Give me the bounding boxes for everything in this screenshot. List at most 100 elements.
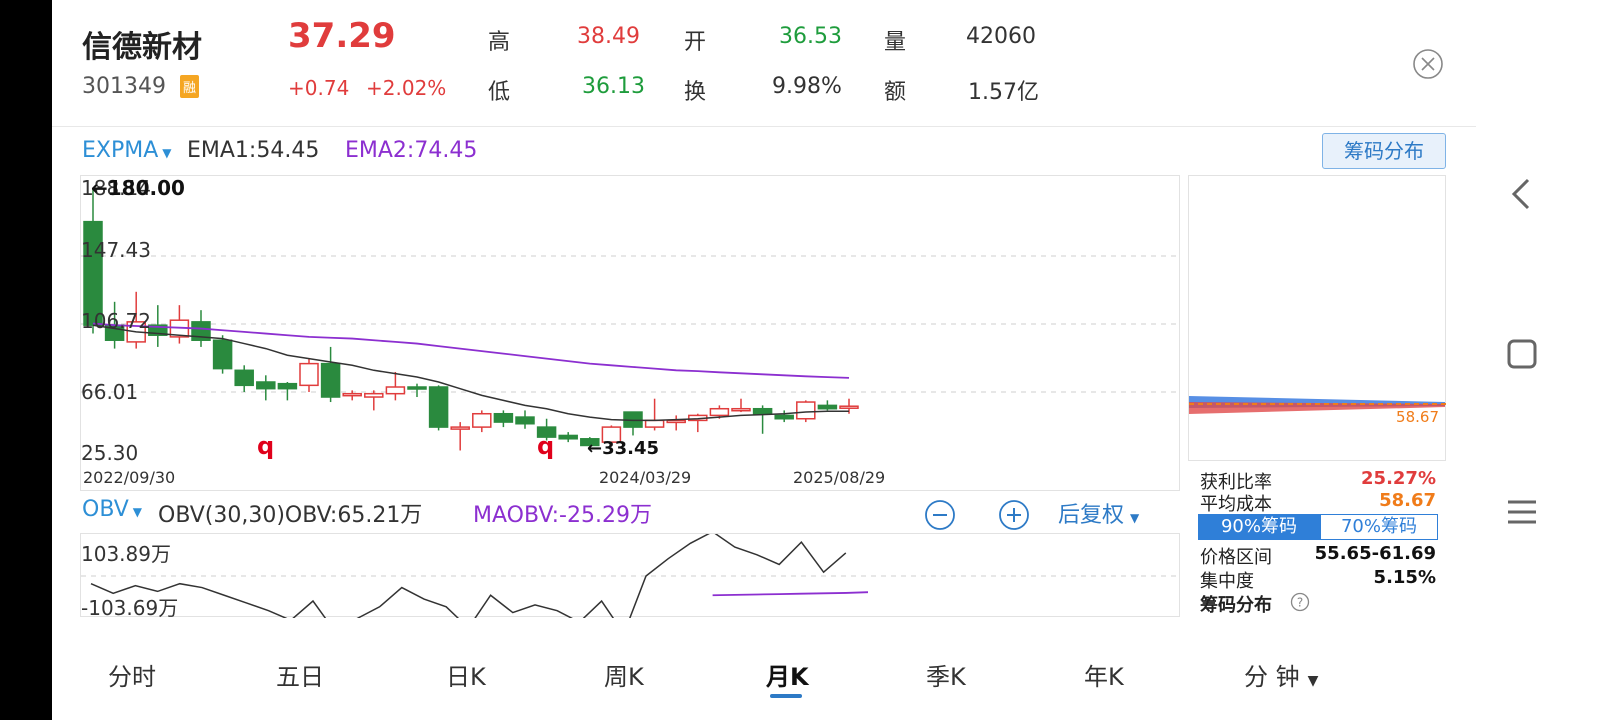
candle-body [299,362,319,387]
zoom-out-icon[interactable] [924,499,956,531]
chip-footer-label: 筹码分布 [1200,595,1272,616]
candle-body [515,416,535,425]
open-value: 36.53 [779,24,842,49]
turnover-label: 换 [684,80,707,105]
max-price-marker: ←180.00 [91,176,185,200]
amount-label: 额 [884,80,907,105]
avg-cost-value: 58.67 [1379,490,1436,511]
chip-distribution-graph [1189,396,1447,414]
candle-body [774,414,794,420]
candle-body [752,407,773,415]
candle-body [731,407,751,412]
tab-minute-selector[interactable]: 分 钟 ▼ [1244,657,1318,692]
price-adjust-selector[interactable]: 后复权 ▼ [1058,497,1139,529]
price-range-value: 55.65-61.69 [1314,543,1436,564]
obv-line [90,534,847,618]
stock-name: 信德新材 [82,30,202,65]
candle-body [472,412,492,428]
tab-weekly-k[interactable]: 周K [604,663,644,691]
candle-body [320,362,341,398]
candle-body [342,392,362,397]
open-label: 开 [684,30,707,55]
chip-90-toggle[interactable]: 90%筹码 [1198,514,1320,540]
obv-panel[interactable]: 103.89万 -103.69万 [80,533,1181,620]
tab-minute-label: 分 钟 [1244,663,1300,691]
candle-body [277,382,298,390]
chip-70-toggle[interactable]: 70%筹码 [1320,514,1438,540]
candle-body [212,339,233,370]
candle-body [364,392,384,398]
close-circle-icon[interactable] [1412,48,1444,80]
stock-code: 301349 [82,74,166,99]
obv-value: OBV(30,30)OBV:65.21万 [158,503,423,528]
candle-body [580,438,600,447]
candle-body [428,386,449,428]
caret-down-icon: ▼ [1307,673,1319,689]
candle-body [148,324,168,336]
turnover-value: 9.98% [772,74,842,99]
profit-ratio-value: 25.27% [1361,468,1436,489]
price-change-pct: +2.02% [366,76,447,100]
home-icon[interactable] [1506,338,1538,370]
y-axis-label: 147.43 [81,238,151,262]
svg-text:?: ? [1297,596,1303,610]
price-range-label: 价格区间 [1200,547,1272,568]
low-value: 36.13 [582,74,645,99]
max-price-value: 180.00 [107,176,185,200]
back-icon[interactable] [1506,176,1536,212]
menu-icon[interactable] [1506,496,1538,528]
candle-body [817,404,838,410]
kline-panel[interactable]: 188.14 147.43 106.72 66.01 25.30 ←180.00… [80,175,1181,491]
active-tab-indicator [770,694,802,698]
q-marker: q [257,432,275,460]
tab-yearly-k[interactable]: 年K [1084,663,1124,691]
obv-chart [81,534,1181,618]
ema1-value: EMA1:54.45 [187,138,320,163]
candle-body [558,434,578,440]
volume-label: 量 [884,30,907,55]
q-marker: q [537,432,555,460]
candle-body [234,369,254,387]
tab-quarterly-k[interactable]: 季K [926,663,966,691]
candle-body [450,426,470,430]
concentration-value: 5.15% [1373,567,1436,588]
caret-down-icon: ▼ [162,146,172,160]
high-label: 高 [488,30,511,55]
candle-body [644,419,665,428]
tab-monthly-k[interactable]: 月K [766,663,809,691]
price-adjust-label: 后复权 [1058,503,1125,528]
candle-body [407,386,427,390]
question-circle-icon[interactable]: ? [1290,592,1310,612]
y-axis-label-min: 25.30 [81,441,139,465]
caret-down-icon: ▼ [132,505,143,519]
profit-ratio-label: 获利比率 [1200,472,1272,493]
y-axis-label: 106.72 [81,309,151,333]
candle-body [256,381,276,390]
candle-body [601,426,622,443]
expma-indicator-selector[interactable]: EXPMA ▼ [82,138,172,163]
tab-five-day[interactable]: 五日 [276,663,324,691]
candle-body [796,401,816,420]
candle-body [83,220,103,326]
volume-value: 42060 [966,24,1036,49]
candle-body [385,386,406,395]
header-divider [52,126,1476,127]
tab-daily-k[interactable]: 日K [446,663,486,691]
amount-value: 1.57亿 [968,80,1039,105]
chip-distribution-panel: 58.67 [1188,175,1447,461]
candle-body [709,407,730,417]
maobv-value: MAOBV:-25.29万 [473,503,652,528]
expma-label: EXPMA [82,138,159,163]
obv-indicator-selector[interactable]: OBV ▼ [82,497,142,522]
maobv-line [712,591,869,597]
obv-y-min: -103.69万 [81,596,179,620]
price-change: +0.74 [288,76,350,100]
tab-intraday[interactable]: 分时 [108,663,156,691]
zoom-in-icon[interactable] [998,499,1030,531]
chip-distribution-button[interactable]: 筹码分布 [1322,133,1446,169]
candle-body [666,419,686,424]
avg-cost-label: 平均成本 [1200,494,1272,515]
y-axis-label-max: 188.14 [81,176,151,200]
obv-label: OBV [82,497,129,522]
stock-detail-screen: 信德新材 301349 融 37.29 +0.74 +2.02% 高 38.49… [52,0,1476,720]
